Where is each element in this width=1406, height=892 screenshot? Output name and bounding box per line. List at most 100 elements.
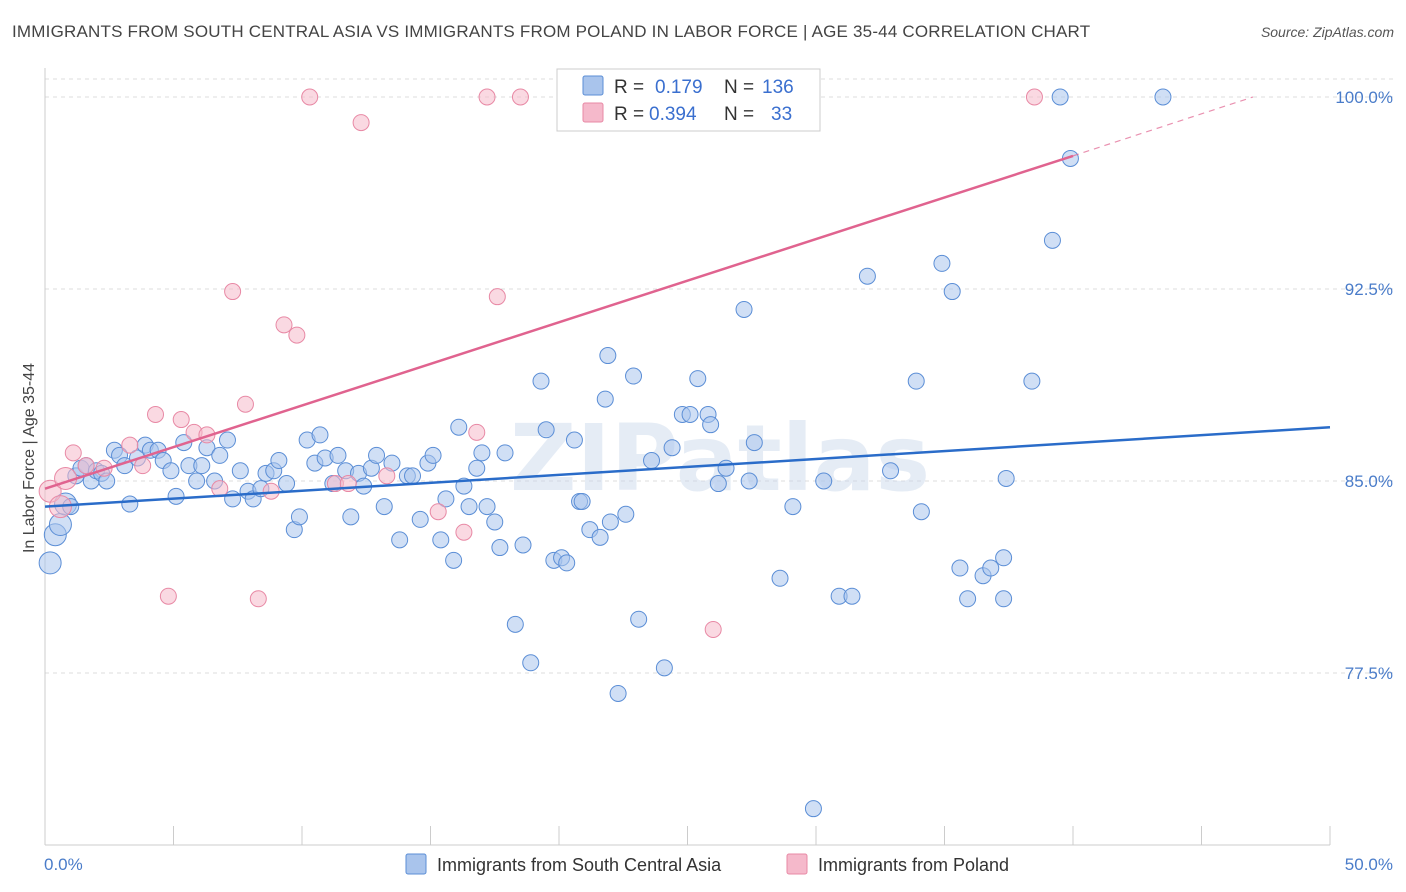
- data-point-south-central-asia: [450, 418, 468, 436]
- axes: [44, 68, 1331, 846]
- data-point-south-central-asia: [689, 370, 707, 388]
- legend-swatch-blue: [582, 75, 604, 96]
- legend-r-label-2: R =: [614, 104, 644, 125]
- data-point-poland: [159, 587, 177, 605]
- data-point-south-central-asia: [599, 347, 617, 365]
- data-point-south-central-asia: [1051, 88, 1069, 106]
- data-point-south-central-asia: [368, 446, 386, 464]
- data-point-south-central-asia: [231, 462, 249, 480]
- data-point-south-central-asia: [1154, 88, 1172, 106]
- data-point-poland: [352, 114, 370, 132]
- data-point-south-central-asia: [609, 684, 627, 702]
- data-point-poland: [704, 620, 722, 638]
- data-point-poland: [224, 283, 242, 301]
- data-point-south-central-asia: [445, 551, 463, 569]
- data-point-south-central-asia: [717, 459, 735, 477]
- data-point-south-central-asia: [709, 475, 727, 493]
- y-tick-label: 77.5%: [1345, 664, 1393, 683]
- data-point-south-central-asia: [496, 444, 514, 462]
- data-point-poland: [249, 590, 267, 608]
- data-point-south-central-asia: [630, 610, 648, 628]
- legend-n-label-1: N =: [724, 77, 754, 98]
- trend-line-south-central-asia: [44, 425, 1331, 508]
- data-point-south-central-asia: [460, 498, 478, 516]
- data-point-south-central-asia: [224, 490, 242, 508]
- data-point-south-central-asia: [643, 452, 661, 470]
- data-point-south-central-asia: [959, 590, 977, 608]
- data-point-south-central-asia: [858, 267, 876, 285]
- data-point-poland: [77, 457, 95, 475]
- series-poland: [38, 88, 1043, 638]
- data-point-south-central-asia: [506, 615, 524, 633]
- data-point-poland: [172, 411, 190, 429]
- data-point-south-central-asia: [702, 416, 720, 434]
- y-tick-label: 100.0%: [1335, 88, 1393, 107]
- series-legend-swatch-blue: [405, 853, 427, 875]
- data-point-poland: [1025, 88, 1043, 106]
- grid-lines: [45, 78, 1395, 674]
- trend-line-poland-extension: [1072, 96, 1254, 157]
- data-point-south-central-asia: [784, 498, 802, 516]
- series-legend-swatch-pink: [786, 853, 808, 875]
- data-point-south-central-asia: [278, 475, 296, 493]
- legend-n-value-1: 136: [762, 77, 794, 98]
- data-point-poland: [288, 326, 306, 344]
- data-point-south-central-asia: [391, 531, 409, 549]
- data-point-south-central-asia: [617, 505, 635, 523]
- data-point-south-central-asia: [522, 654, 540, 672]
- data-point-poland: [64, 444, 82, 462]
- data-point-poland: [478, 88, 496, 106]
- data-point-south-central-asia: [558, 554, 576, 572]
- y-axis-label: In Labor Force | Age 35-44: [21, 363, 38, 553]
- data-point-south-central-asia: [537, 421, 555, 439]
- legend-swatch-pink: [582, 102, 604, 123]
- data-point-south-central-asia: [951, 559, 969, 577]
- data-point-south-central-asia: [193, 457, 211, 475]
- data-point-poland: [455, 523, 473, 541]
- data-point-south-central-asia: [815, 472, 833, 490]
- data-point-south-central-asia: [290, 508, 308, 526]
- data-point-south-central-asia: [933, 254, 951, 272]
- data-point-south-central-asia: [38, 551, 62, 575]
- data-point-poland: [301, 88, 319, 106]
- data-point-south-central-asia: [573, 492, 591, 510]
- data-point-south-central-asia: [437, 490, 455, 508]
- data-point-south-central-asia: [514, 536, 532, 554]
- data-point-poland: [488, 288, 506, 306]
- data-point-south-central-asia: [655, 659, 673, 677]
- data-point-south-central-asia: [121, 495, 139, 513]
- data-point-south-central-asia: [162, 462, 180, 480]
- data-point-south-central-asia: [1043, 231, 1061, 249]
- data-point-south-central-asia: [1023, 372, 1041, 390]
- data-point-poland: [511, 88, 529, 106]
- data-point-south-central-asia: [804, 800, 822, 818]
- data-point-poland: [121, 436, 139, 454]
- data-point-south-central-asia: [211, 446, 229, 464]
- series-legend: Immigrants from South Central Asia Immig…: [405, 853, 1009, 875]
- data-point-south-central-asia: [188, 472, 206, 490]
- series-legend-label-blue: Immigrants from South Central Asia: [437, 855, 722, 875]
- chart-source: Source: ZipAtlas.com: [1260, 24, 1394, 40]
- data-point-south-central-asia: [681, 405, 699, 423]
- y-tick-label: 92.5%: [1345, 280, 1393, 299]
- data-point-south-central-asia: [601, 513, 619, 531]
- data-point-poland: [236, 395, 254, 413]
- series-south-central-asia: [38, 88, 1172, 818]
- data-point-south-central-asia: [167, 487, 185, 505]
- data-point-south-central-asia: [411, 510, 429, 528]
- data-point-south-central-asia: [745, 434, 763, 452]
- data-point-south-central-asia: [532, 372, 550, 390]
- data-point-south-central-asia: [912, 503, 930, 521]
- data-point-south-central-asia: [342, 508, 360, 526]
- data-point-south-central-asia: [663, 439, 681, 457]
- data-point-south-central-asia: [432, 531, 450, 549]
- data-point-south-central-asia: [907, 372, 925, 390]
- data-point-south-central-asia: [943, 283, 961, 301]
- data-point-south-central-asia: [843, 587, 861, 605]
- data-point-south-central-asia: [997, 469, 1015, 487]
- trend-line-poland: [44, 154, 1074, 490]
- data-point-south-central-asia: [995, 590, 1013, 608]
- data-point-south-central-asia: [404, 467, 422, 485]
- data-point-south-central-asia: [982, 559, 1000, 577]
